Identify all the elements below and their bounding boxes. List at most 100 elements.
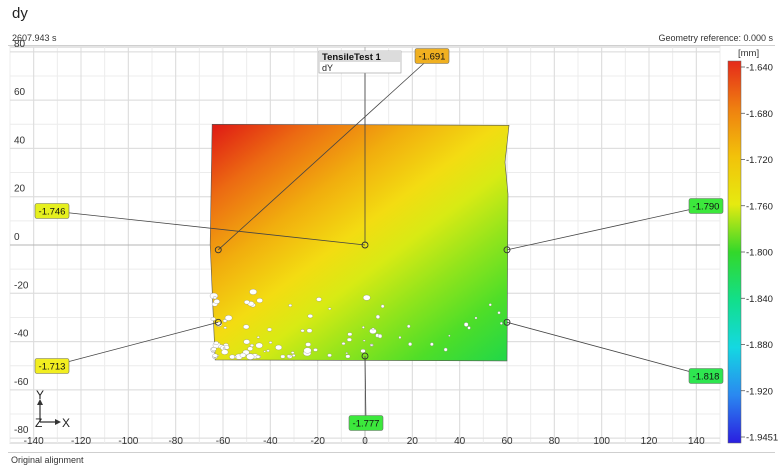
data-gap xyxy=(467,326,471,330)
data-gap xyxy=(345,354,351,359)
triad-x-arrow xyxy=(55,419,61,425)
data-gap xyxy=(347,332,353,337)
data-gap xyxy=(306,328,313,333)
probe-marker[interactable] xyxy=(503,318,511,326)
data-gap xyxy=(443,347,448,352)
status-bar: Original alignment xyxy=(8,452,775,466)
axis-triad: YZ X xyxy=(35,388,70,430)
x-tick-label: 60 xyxy=(501,436,513,447)
colorbar-tick-label: -1.880 xyxy=(746,340,773,351)
data-gap xyxy=(362,294,371,301)
data-gap xyxy=(288,304,293,307)
colorbar-tick-label: -1.760 xyxy=(746,201,773,212)
data-gap xyxy=(370,344,373,347)
probe-marker[interactable] xyxy=(503,246,511,254)
probe-marker[interactable] xyxy=(361,352,369,360)
triad-x-label: X xyxy=(62,416,70,430)
colorbar-tick-label: -1.920 xyxy=(746,386,773,397)
x-tick-label: -60 xyxy=(216,436,231,447)
data-gap xyxy=(247,346,253,351)
x-tick-label: -80 xyxy=(168,436,183,447)
data-gap xyxy=(213,299,220,304)
data-gap xyxy=(499,322,503,325)
data-gap xyxy=(256,336,260,339)
probe-leader-line xyxy=(506,321,707,377)
data-gap xyxy=(303,347,312,354)
triad-z-label: Z xyxy=(35,416,42,430)
x-tick-label: 20 xyxy=(407,436,419,447)
data-gap xyxy=(497,311,501,315)
data-gap xyxy=(327,353,332,357)
data-gap xyxy=(371,327,375,331)
colorbar-tick-label: -1.9451 xyxy=(746,433,778,444)
specimen-heatmap xyxy=(209,123,510,362)
data-gap xyxy=(255,355,261,359)
probe-point[interactable]: -1.691 xyxy=(214,48,450,254)
x-tick-label: 80 xyxy=(549,436,561,447)
data-gap xyxy=(222,347,226,350)
data-gap xyxy=(300,329,305,333)
colorbar-tick-label: -1.800 xyxy=(746,248,773,259)
data-gap xyxy=(408,342,413,347)
data-gap xyxy=(313,348,318,352)
data-gap xyxy=(307,314,313,319)
data-gap xyxy=(243,324,250,330)
data-gap xyxy=(362,339,366,342)
legend-title: TensileTest 1 xyxy=(322,52,381,63)
probe-value: -1.713 xyxy=(39,362,66,373)
data-gap xyxy=(256,298,263,303)
colorbar-unit: [mm] xyxy=(738,48,759,59)
y-tick-label: 40 xyxy=(14,135,26,146)
x-tick-label: 120 xyxy=(641,436,658,447)
probe-leader-line xyxy=(51,321,219,367)
x-tick-label: -100 xyxy=(118,436,138,447)
legend-title-bg xyxy=(319,51,401,62)
data-gap xyxy=(377,333,383,339)
probe-value: -1.746 xyxy=(39,207,66,218)
probe-leader-line xyxy=(506,205,707,251)
data-gap xyxy=(474,316,478,320)
probe-point[interactable]: -1.746 xyxy=(34,203,369,249)
triad-y-arrow xyxy=(37,399,43,405)
probe-leader-line xyxy=(217,55,433,251)
data-gap xyxy=(249,288,257,295)
data-gap xyxy=(224,315,233,321)
probe-value: -1.691 xyxy=(419,52,446,63)
data-gap xyxy=(362,326,365,329)
y-tick-label: -40 xyxy=(14,329,29,340)
y-tick-label: 80 xyxy=(14,39,26,50)
data-gap xyxy=(305,342,311,347)
probe-leader-line xyxy=(51,210,366,246)
data-gap xyxy=(448,334,451,337)
y-tick-label: 20 xyxy=(14,184,26,195)
data-gap xyxy=(234,355,237,358)
probe-marker[interactable] xyxy=(214,246,222,254)
data-gap xyxy=(212,353,218,358)
data-gap xyxy=(292,354,296,357)
probe-point[interactable]: -1.818 xyxy=(503,318,724,384)
y-tick-label: 60 xyxy=(14,87,26,98)
data-gap xyxy=(213,296,217,300)
legend-subtitle: dY xyxy=(322,63,333,73)
data-gap xyxy=(211,347,217,352)
colorbar-tick-label: -1.680 xyxy=(746,109,773,120)
y-tick-label: -60 xyxy=(14,377,29,388)
x-tick-label: 0 xyxy=(362,436,368,447)
probe-label-box xyxy=(414,48,450,64)
probe-point[interactable]: -1.777 xyxy=(348,352,384,431)
data-gap xyxy=(221,349,229,355)
x-tick-label: -40 xyxy=(263,436,278,447)
data-gap xyxy=(280,354,286,359)
geometry-reference: Geometry reference: 0.000 s xyxy=(658,33,773,43)
probe-value: -1.790 xyxy=(693,202,720,213)
header-divider xyxy=(8,45,775,46)
probe-point[interactable]: -1.713 xyxy=(34,318,222,374)
probe-value: -1.777 xyxy=(353,419,380,430)
probe-point[interactable]: -1.790 xyxy=(503,198,724,254)
probe-label-box xyxy=(688,198,724,214)
y-tick-label: -20 xyxy=(14,280,29,291)
x-tick-label: -140 xyxy=(24,436,44,447)
probe-marker[interactable] xyxy=(214,318,222,326)
probe-label-box xyxy=(34,358,70,374)
